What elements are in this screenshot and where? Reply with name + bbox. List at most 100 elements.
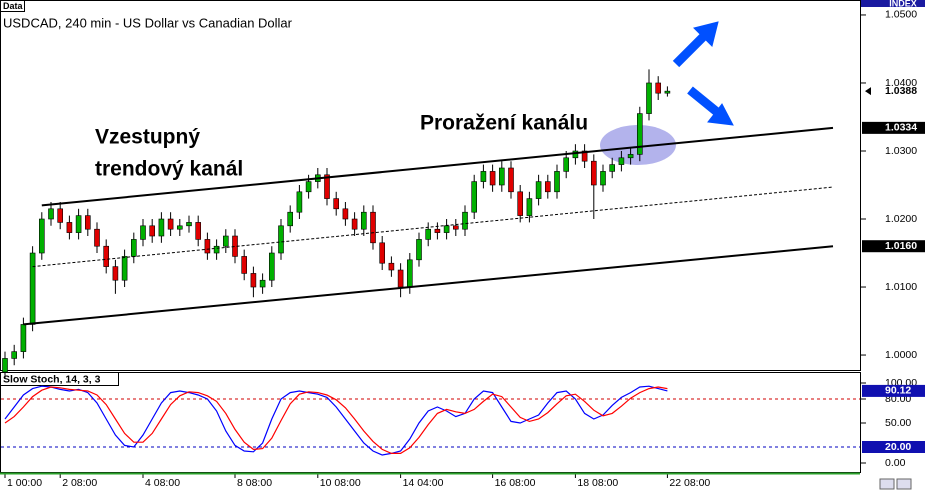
scroll-button[interactable]	[879, 478, 895, 490]
x-tick-label: 16 08:00	[495, 477, 536, 489]
x-tick-label: 22 08:00	[669, 477, 710, 489]
stoch-title-box	[0, 372, 119, 386]
y-tick-label: 1.0200	[885, 213, 917, 225]
candle-body	[590, 160, 597, 186]
stoch-title: Slow Stoch, 14, 3, 3	[3, 373, 101, 385]
candle-body	[250, 273, 257, 288]
marks: 1.0500 1.0400 1.0300 1.0200 1.0100 1.0000 1 00…	[1, 9, 925, 489]
candle-body	[177, 225, 183, 230]
y-tick-label: 1.0000	[885, 349, 917, 361]
last-value-label: 90.12	[885, 385, 911, 397]
x-tick-label: 1 00:00	[7, 477, 42, 489]
candle-body	[2, 358, 8, 373]
candle-body	[241, 256, 247, 274]
candle-body	[406, 259, 413, 288]
candle-body	[351, 218, 358, 230]
candle-body	[268, 252, 275, 281]
candle-body	[131, 239, 137, 257]
candle-body	[140, 225, 146, 240]
candle-body	[342, 208, 349, 220]
candle-body	[20, 324, 27, 352]
candle-body	[544, 181, 551, 193]
scroll-button[interactable]	[896, 478, 912, 490]
candle-body	[600, 171, 606, 186]
candle-body	[223, 235, 229, 247]
last-value-label-box	[862, 384, 925, 397]
candle-body	[103, 245, 109, 267]
candle-body	[554, 171, 560, 193]
channel-value-label-box	[862, 121, 925, 134]
y-tick-label: 1.0100	[885, 281, 917, 293]
candle-body	[360, 211, 367, 230]
y-tick-label: 0.00	[885, 457, 906, 469]
level-label-box	[862, 441, 925, 453]
candle-body	[646, 82, 652, 114]
candle-body	[471, 181, 478, 213]
candle-body	[121, 256, 128, 281]
candle-body	[186, 222, 192, 227]
candle-body	[38, 218, 45, 254]
channel-value-label: 1.0334	[885, 122, 917, 134]
candle-body	[379, 242, 386, 264]
candle-body	[425, 228, 432, 240]
candle-body	[57, 208, 64, 223]
x-tick-label: 14 04:00	[403, 477, 444, 489]
candle-body	[112, 266, 119, 281]
candle-body	[655, 82, 662, 94]
candle-body	[664, 90, 671, 94]
candle-body	[195, 222, 201, 240]
candle-body	[462, 211, 468, 230]
candle-body	[609, 164, 616, 172]
candle-body	[627, 154, 634, 159]
candle-body	[535, 181, 542, 199]
candle-body	[324, 174, 330, 199]
x-tick-label: 18 08:00	[577, 477, 618, 489]
candle-body	[480, 171, 487, 182]
candle-body	[452, 225, 459, 230]
last-price-marker	[865, 87, 871, 96]
y-tick-label: 50.00	[885, 417, 911, 429]
candle-body	[572, 150, 579, 159]
index-badge	[861, 0, 925, 7]
candle-body	[158, 218, 165, 237]
chart-title: USDCAD, 240 min - US Dollar vs Canadian …	[3, 15, 293, 30]
candle-body	[278, 225, 284, 254]
candle-body	[489, 171, 496, 186]
arrow-down	[687, 86, 720, 116]
candle-body	[636, 113, 643, 155]
candle-body	[29, 252, 36, 325]
candle-body	[305, 181, 312, 193]
candle-body	[434, 228, 441, 233]
data-tab-label: Data	[3, 1, 24, 11]
stoch-line	[4, 386, 668, 454]
candle-body	[526, 198, 533, 216]
candle-body	[443, 225, 450, 233]
x-tick-label: 8 08:00	[237, 477, 272, 489]
stoch-line	[4, 385, 668, 456]
arrow-up	[672, 31, 709, 68]
arrows	[672, 21, 734, 126]
y-tick-label: 1.0300	[885, 145, 917, 157]
candle-body	[287, 211, 294, 227]
arrow-down-head	[707, 103, 734, 126]
channel-value-label-box	[862, 240, 925, 253]
candle-body	[388, 262, 395, 271]
arrow-up-head	[693, 21, 719, 47]
level-label: 20.00	[885, 441, 911, 453]
candle-body	[370, 211, 376, 244]
annotation: Vzestupný	[95, 126, 200, 149]
candle-body	[333, 198, 340, 210]
annotation: Proražení kanálu	[420, 112, 588, 135]
x-tick-label: 4 08:00	[145, 477, 180, 489]
candle-body	[75, 215, 82, 233]
candle-body	[581, 150, 588, 162]
candle-body	[85, 215, 91, 230]
main-panel-frame	[0, 0, 861, 371]
x-tick-label: 10 08:00	[320, 477, 361, 489]
candle-body	[11, 351, 17, 359]
candle-body	[94, 228, 100, 247]
y-tick-label: 1.0500	[885, 9, 917, 21]
channel-value-label: 1.0160	[885, 240, 917, 252]
